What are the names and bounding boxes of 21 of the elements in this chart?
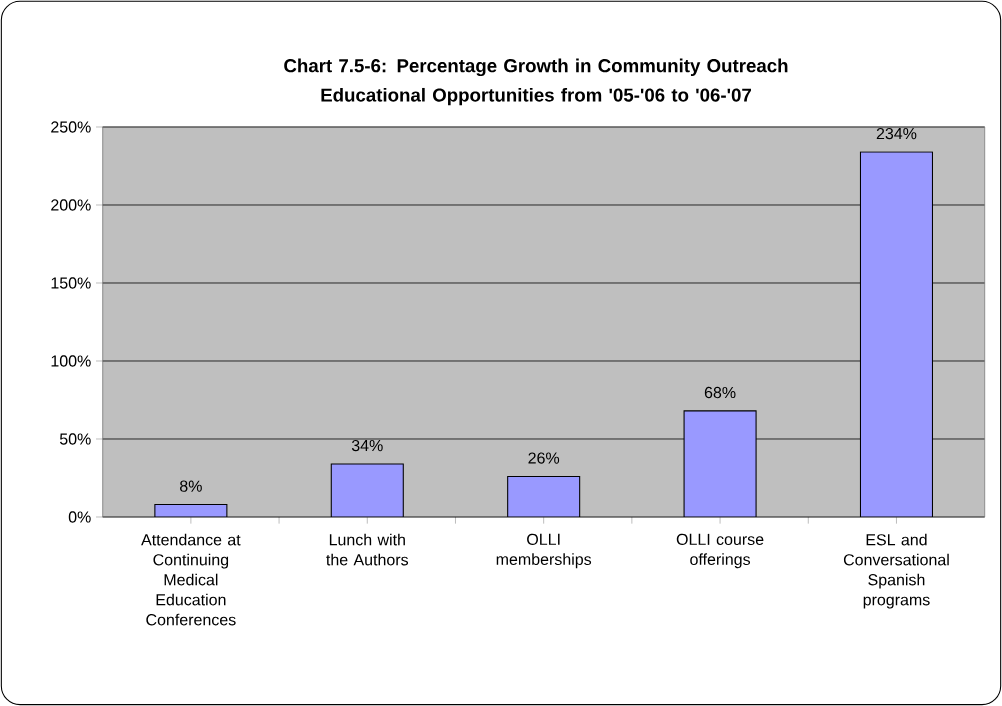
y-tick-label: 150% (51, 277, 91, 289)
data-label: 8% (180, 480, 202, 492)
y-tick-label: 100% (51, 355, 91, 367)
bar (330, 463, 404, 517)
x-tick-label: Lunch with the Authors (326, 533, 409, 566)
data-label: 234% (876, 127, 917, 140)
data-label: 68% (704, 386, 736, 399)
y-tick-label: 50% (59, 433, 91, 445)
y-tick-label: 250% (51, 121, 91, 133)
x-tick-label: ESL and Conversational Spanish programs (843, 533, 949, 609)
data-label: 26% (528, 452, 560, 464)
chart-title: Chart 7.5-6: Percentage Growth in Community Outreach Educational Opportunities from '05-'06 to '06-'07 (284, 58, 788, 106)
bar (683, 410, 757, 517)
data-label: 34% (351, 439, 383, 452)
x-tick-label: Attendance at Continuing Medical Education Conferences (141, 533, 241, 626)
x-tick-label: OLLI course offerings (676, 533, 764, 569)
bar (507, 475, 581, 517)
y-tick-label: 200% (51, 199, 91, 211)
bar (859, 151, 934, 517)
x-tick-label: OLLI memberships (496, 533, 592, 569)
y-tick-label: 0% (68, 511, 91, 523)
